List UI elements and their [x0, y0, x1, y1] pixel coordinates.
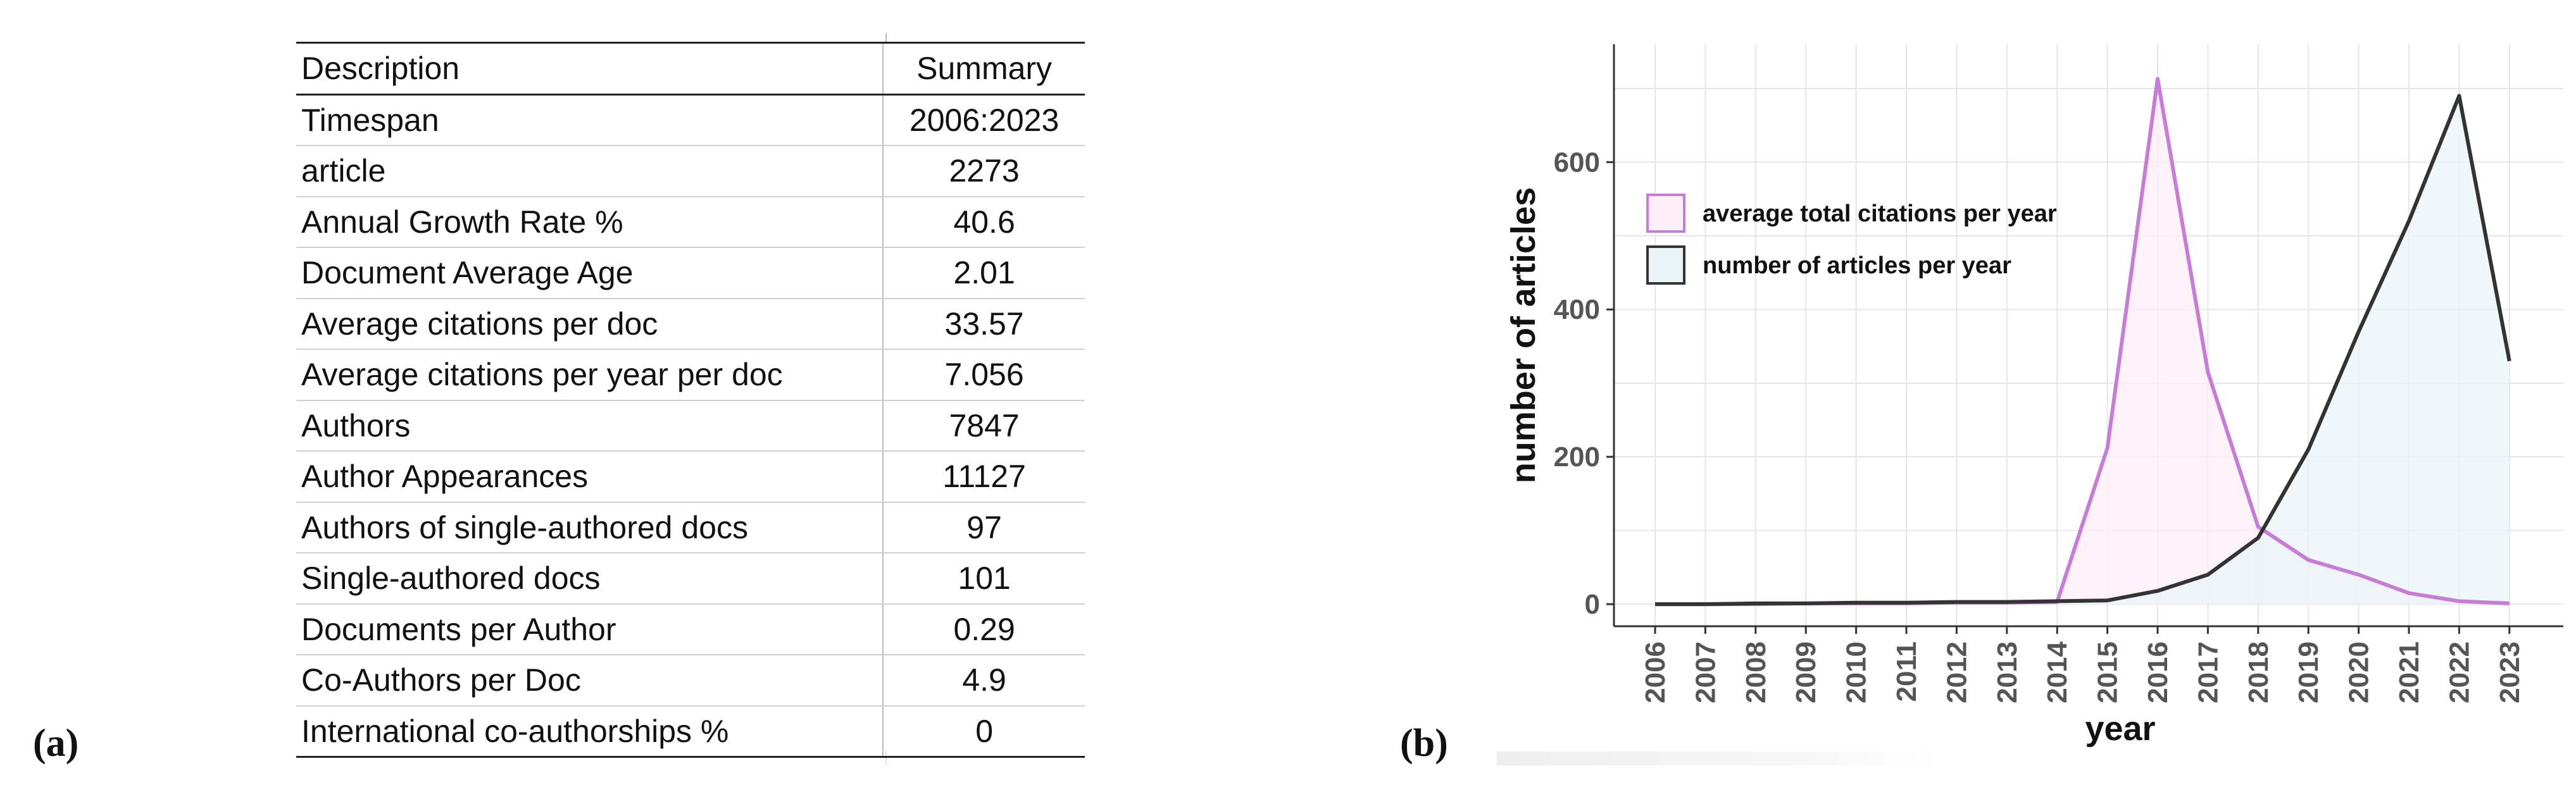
row-description: Average citations per year per doc — [296, 349, 884, 401]
row-description: Authors of single-authored docs — [296, 502, 884, 554]
chart-legend: average total citations per year number … — [1646, 194, 2057, 285]
header-summary: Summary — [883, 42, 1085, 96]
row-description: Document Average Age — [296, 247, 884, 299]
area-series-1 — [1655, 96, 2510, 605]
x-tick-label: 2013 — [1992, 641, 2023, 703]
x-tick-label: 2017 — [2192, 641, 2223, 703]
x-axis-title: year — [2085, 710, 2155, 748]
row-value: 2006:2023 — [883, 94, 1085, 146]
table-row: Co-Authors per Doc 4.9 — [296, 655, 1085, 707]
series-areas — [1655, 78, 2510, 605]
row-value: 40.6 — [883, 196, 1085, 248]
table-divider-top — [885, 33, 887, 42]
x-tick-label: 2019 — [2293, 641, 2324, 703]
axes — [1613, 44, 2563, 628]
x-tick-label: 2022 — [2444, 641, 2475, 703]
table-divider-bottom — [885, 751, 887, 765]
summary-table: Description Summary Timespan 2006:2023 ar… — [296, 42, 1085, 758]
row-description: Single-authored docs — [296, 553, 884, 605]
row-value: 7.056 — [883, 349, 1085, 401]
row-value: 0.29 — [883, 603, 1085, 655]
table-row: Average citations per year per doc 7.056 — [296, 349, 1085, 401]
legend-swatch-articles — [1646, 245, 1685, 285]
row-value: 97 — [883, 502, 1085, 554]
row-value: 4.9 — [883, 655, 1085, 707]
table-row: Single-authored docs 101 — [296, 553, 1085, 605]
y-tick-label: 200 — [1554, 442, 1600, 473]
y-tick-label: 0 — [1585, 589, 1600, 620]
row-value: 2.01 — [883, 247, 1085, 299]
row-value: 2273 — [883, 145, 1085, 197]
table-row: Document Average Age 2.01 — [296, 247, 1085, 299]
panel-label-b: (b) — [1400, 722, 1448, 765]
x-tick-label: 2021 — [2394, 641, 2425, 703]
row-value: 11127 — [883, 451, 1085, 503]
x-tick-label: 2009 — [1791, 641, 1822, 703]
table-row: article 2273 — [296, 145, 1085, 197]
table-row: Timespan 2006:2023 — [296, 94, 1085, 146]
table-row: Documents per Author 0.29 — [296, 603, 1085, 655]
row-description: Author Appearances — [296, 451, 884, 503]
table-header-row: Description Summary — [296, 42, 1085, 96]
row-value: 7847 — [883, 400, 1085, 452]
table-row: Authors of single-authored docs 97 — [296, 502, 1085, 554]
table-row: Authors 7847 — [296, 400, 1085, 452]
table-row: Annual Growth Rate % 40.6 — [296, 196, 1085, 248]
legend-label-citations: average total citations per year — [1703, 201, 2057, 227]
row-description: Co-Authors per Doc — [296, 655, 884, 707]
legend-swatch-citations — [1646, 194, 1685, 233]
row-value: 0 — [883, 705, 1085, 758]
x-tick-label: 2014 — [2042, 641, 2073, 703]
y-tick-labels: 0 200 400 600 — [1554, 147, 1614, 620]
table-row: International co-authorships % 0 — [296, 705, 1085, 758]
x-tick-label: 2020 — [2344, 641, 2375, 703]
y-tick-label: 400 — [1554, 294, 1600, 325]
x-tick-label: 2007 — [1690, 641, 1721, 703]
y-axis-title: number of articles — [1504, 187, 1542, 483]
x-tick-label: 2010 — [1841, 641, 1872, 703]
x-tick-label: 2023 — [2494, 641, 2525, 703]
legend-label-articles: number of articles per year — [1703, 252, 2011, 279]
row-description: Average citations per doc — [296, 298, 884, 350]
caption-shadow — [1497, 751, 1940, 765]
x-tick-label: 2006 — [1640, 641, 1671, 703]
x-tick-label: 2011 — [1891, 641, 1922, 702]
row-description: International co-authorships % — [296, 705, 884, 758]
x-tick-label: 2008 — [1741, 641, 1772, 703]
table-row: Average citations per doc 33.57 — [296, 298, 1085, 350]
line-series-1 — [1655, 94, 2511, 607]
header-description: Description — [296, 42, 884, 96]
row-value: 33.57 — [883, 298, 1085, 350]
row-description: Documents per Author — [296, 603, 884, 655]
x-tick-label: 2012 — [1941, 641, 1972, 703]
panel-label-a: (a) — [33, 722, 79, 765]
row-description: article — [296, 145, 884, 197]
row-value: 101 — [883, 553, 1085, 605]
x-tick-label: 2015 — [2092, 641, 2123, 703]
row-description: Timespan — [296, 94, 884, 146]
y-tick-label: 600 — [1554, 147, 1600, 178]
x-tick-label: 2018 — [2243, 641, 2274, 703]
row-description: Authors — [296, 400, 884, 452]
x-tick-label: 2016 — [2142, 641, 2173, 703]
table-row: Author Appearances 11127 — [296, 451, 1085, 503]
row-description: Annual Growth Rate % — [296, 196, 884, 248]
x-tick-labels: 2006 2007 2008 2009 2010 2011 2012 2013 2014 2015… — [1640, 626, 2525, 703]
series-lines — [1655, 77, 2511, 607]
